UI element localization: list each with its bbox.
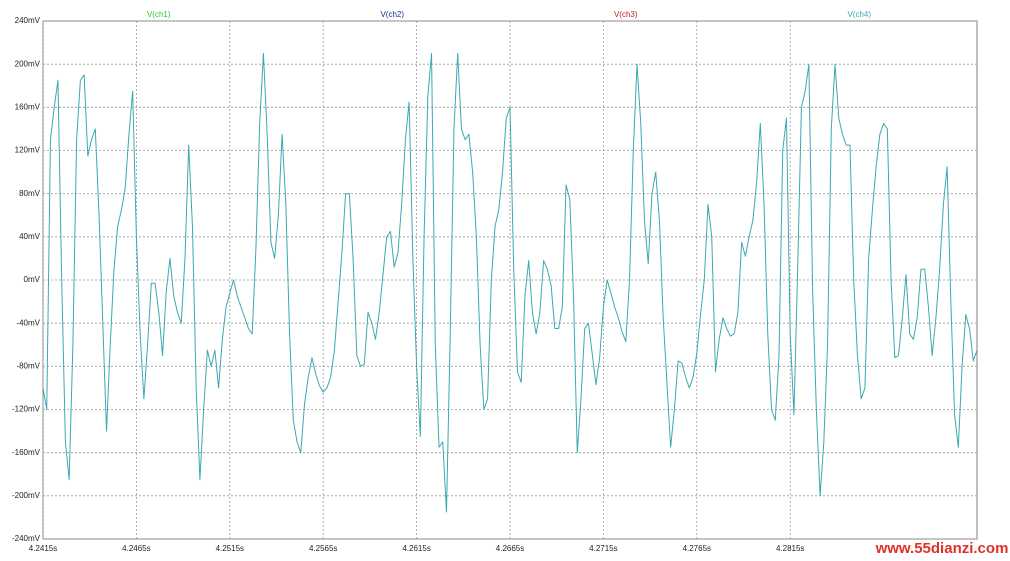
x-tick-label: 4.2615s — [402, 544, 430, 553]
x-tick-label: 4.2515s — [216, 544, 244, 553]
y-tick-label: 40mV — [19, 232, 41, 241]
y-tick-label: -80mV — [16, 361, 40, 370]
y-tick-label: 80mV — [19, 189, 41, 198]
x-tick-label: 4.2465s — [122, 544, 150, 553]
x-tick-label: 4.2665s — [496, 544, 524, 553]
y-tick-label: 240mV — [15, 16, 41, 25]
y-tick-label: 120mV — [15, 146, 41, 155]
y-tick-label: -240mV — [12, 534, 41, 543]
x-tick-label: 4.2715s — [589, 544, 617, 553]
trace-label: V(ch3) — [614, 10, 638, 19]
trace-label: V(ch4) — [847, 10, 871, 19]
y-tick-label: 160mV — [15, 102, 41, 111]
x-tick-label: 4.2815s — [776, 544, 804, 553]
x-tick-label: 4.2565s — [309, 544, 337, 553]
x-tick-label: 4.2415s — [29, 544, 57, 553]
y-tick-label: -160mV — [12, 448, 41, 457]
trace-label: V(ch1) — [147, 10, 171, 19]
y-tick-label: -120mV — [12, 405, 41, 414]
y-tick-label: 200mV — [15, 59, 41, 68]
trace-line — [42, 52, 978, 513]
x-tick-label: 4.2765s — [683, 544, 711, 553]
watermark: www.55dianzi.com — [875, 540, 1009, 557]
trace-label: V(ch2) — [380, 10, 404, 19]
y-tick-label: -200mV — [12, 491, 41, 500]
y-tick-label: -40mV — [16, 318, 40, 327]
y-tick-label: 0mV — [24, 275, 41, 284]
